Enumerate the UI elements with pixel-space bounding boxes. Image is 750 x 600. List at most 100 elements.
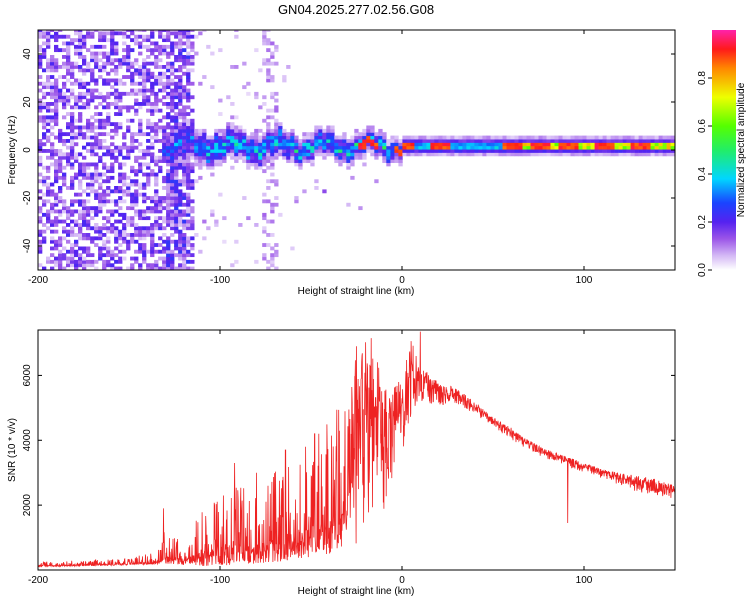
heatmap-cell xyxy=(182,155,187,160)
snr-y-axis-label: SNR (10 * v/v) xyxy=(7,418,18,482)
heatmap-cell xyxy=(634,142,639,147)
heatmap-cell xyxy=(238,139,243,143)
heatmap-cell xyxy=(146,34,151,39)
heatmap-cell xyxy=(338,149,343,153)
heatmap-cell xyxy=(142,81,147,86)
heatmap-cell xyxy=(106,31,111,36)
heatmap-cell xyxy=(502,142,507,147)
heatmap-cell xyxy=(482,149,487,153)
heatmap-cell xyxy=(82,95,87,100)
heatmap-cell xyxy=(154,95,159,100)
heatmap-cell xyxy=(290,139,295,143)
heatmap-cell xyxy=(166,91,171,96)
heatmap-cell xyxy=(394,135,399,140)
heatmap-cell xyxy=(102,172,107,177)
heatmap-cell xyxy=(38,65,43,69)
heatmap-cell xyxy=(138,75,143,79)
heatmap-cell xyxy=(438,145,443,150)
heatmap-cell xyxy=(138,68,143,73)
heatmap-cell xyxy=(190,169,195,174)
heatmap-cell xyxy=(162,38,167,43)
heatmap-cell xyxy=(110,199,115,204)
heatmap-cell xyxy=(126,186,131,190)
heatmap-cell xyxy=(430,142,435,147)
heatmap-cell xyxy=(62,256,67,261)
heatmap-cell xyxy=(46,259,51,264)
heatmap-cell xyxy=(298,155,303,160)
heatmap-cell xyxy=(666,145,671,150)
heatmap-cell xyxy=(162,199,167,204)
heatmap-cell xyxy=(94,105,99,110)
heatmap-cell xyxy=(142,155,147,160)
snr-x-tick-label: 100 xyxy=(576,575,593,586)
heatmap-cell xyxy=(266,142,271,147)
heatmap-cell xyxy=(54,199,59,204)
heatmap-cell xyxy=(310,132,315,137)
heatmap-cell xyxy=(314,186,319,190)
heatmap-cell xyxy=(74,142,79,147)
heatmap-cell xyxy=(98,38,103,43)
heatmap-cell xyxy=(262,199,267,204)
heatmap-cell xyxy=(266,149,271,153)
heatmap-cell xyxy=(38,243,43,247)
snr-x-axis-label: Height of straight line (km) xyxy=(298,586,415,597)
heatmap-cell xyxy=(358,145,363,150)
heatmap-cell xyxy=(70,186,75,190)
heatmap-cell xyxy=(130,145,135,150)
heatmap-cell xyxy=(166,199,171,204)
heatmap-cell xyxy=(62,155,67,160)
heatmap-cell xyxy=(66,263,71,268)
heatmap-cell xyxy=(170,216,175,221)
heatmap-cell xyxy=(38,31,43,36)
heatmap-cell xyxy=(490,139,495,143)
heatmap-cell xyxy=(650,152,655,157)
heatmap-cell xyxy=(130,202,135,207)
heatmap-cell xyxy=(482,135,487,140)
heatmap-cell xyxy=(98,125,103,130)
heatmap-cell xyxy=(66,58,71,63)
heatmap-cell xyxy=(370,149,375,153)
heatmap-cell xyxy=(118,249,123,254)
heatmap-cell xyxy=(166,186,171,190)
heatmap-cell xyxy=(514,152,519,157)
heatmap-cell xyxy=(142,34,147,39)
heatmap-cell xyxy=(434,139,439,143)
heatmap-cell xyxy=(214,145,219,150)
heatmap-cell xyxy=(122,199,127,204)
heatmap-cell xyxy=(270,108,275,113)
heatmap-cell xyxy=(146,98,151,103)
heatmap-cell xyxy=(470,135,475,140)
heatmap-cell xyxy=(390,139,395,143)
heatmap-cell xyxy=(434,145,439,150)
heatmap-cell xyxy=(126,223,131,227)
heatmap-cell xyxy=(334,139,339,143)
heatmap-cell xyxy=(178,142,183,147)
heatmap-cell xyxy=(94,236,99,241)
heatmap-cell xyxy=(90,88,95,93)
heatmap-cell xyxy=(42,239,47,244)
heatmap-cell xyxy=(94,162,99,167)
heatmap-cell xyxy=(142,78,147,83)
heatmap-cell xyxy=(262,229,267,234)
heatmap-cell xyxy=(578,135,583,140)
heatmap-cell xyxy=(166,202,171,207)
heatmap-cell xyxy=(258,152,263,157)
heatmap-cell xyxy=(454,139,459,143)
heatmap-cell xyxy=(74,219,79,224)
heatmap-cell xyxy=(582,135,587,140)
heatmap-cell xyxy=(306,149,311,153)
heatmap-cell xyxy=(618,149,623,153)
heatmap-cell xyxy=(66,132,71,137)
heatmap-cell xyxy=(174,159,179,163)
heatmap-cell xyxy=(322,139,327,143)
heatmap-cell xyxy=(118,212,123,217)
heatmap-cell xyxy=(374,135,379,140)
heatmap-cell xyxy=(118,105,123,110)
heatmap-cell xyxy=(46,102,51,106)
heatmap-cell xyxy=(98,65,103,69)
heatmap-cell xyxy=(234,128,239,133)
heatmap-cell xyxy=(266,266,271,270)
heatmap-cell xyxy=(190,68,195,73)
heatmap-cell xyxy=(138,186,143,190)
heatmap-cell xyxy=(470,139,475,143)
